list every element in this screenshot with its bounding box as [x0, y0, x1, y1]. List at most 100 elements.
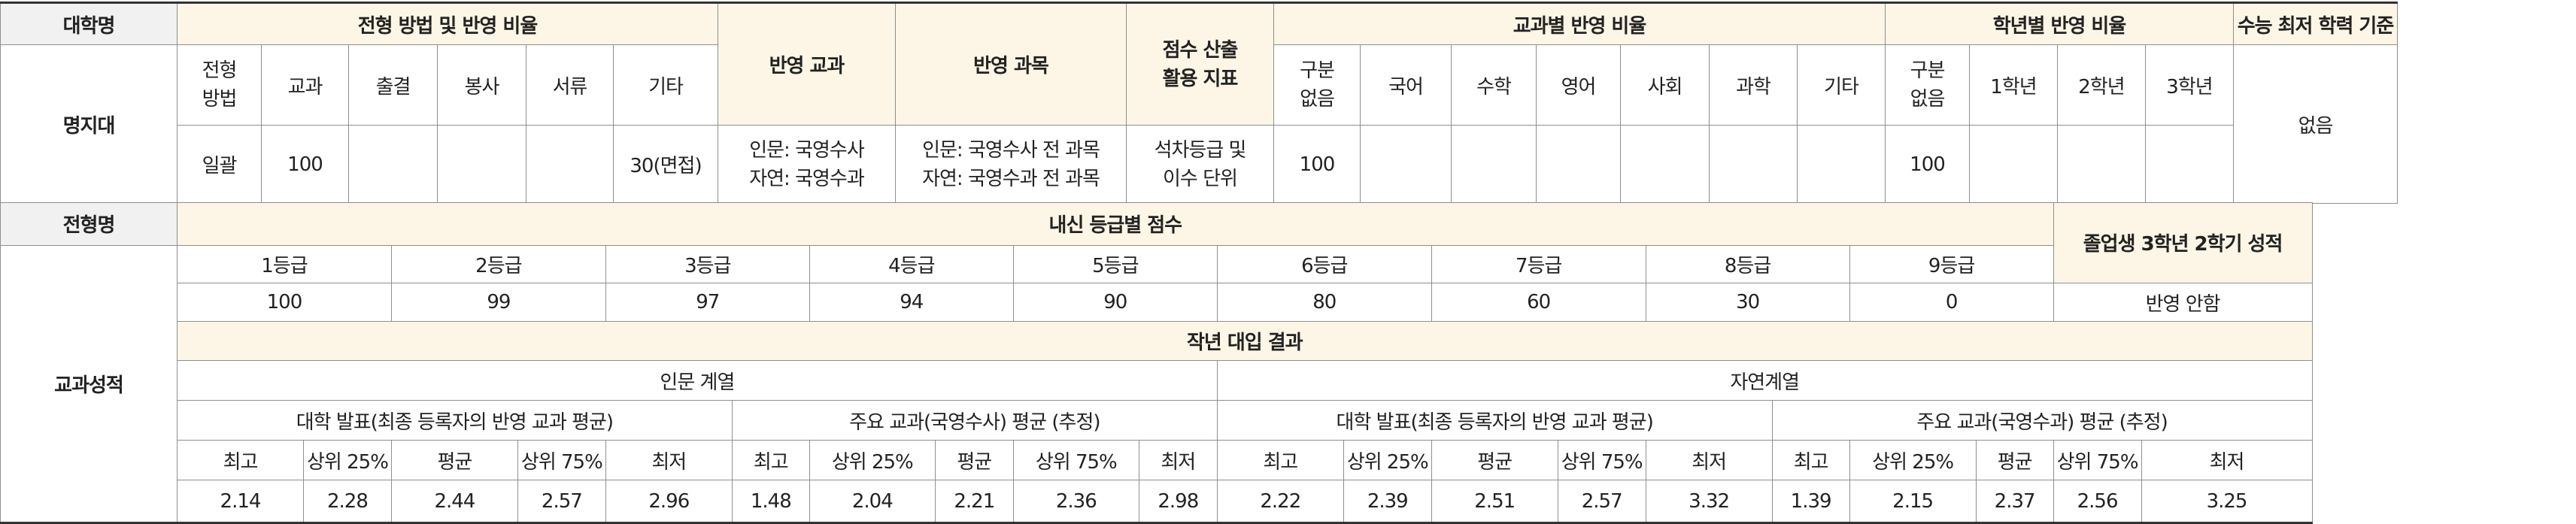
stat-value: 2.44 [390, 480, 518, 523]
grade-value [2145, 125, 2234, 204]
method-col: 출결 [348, 44, 438, 126]
grade-score: 60 [1431, 282, 1646, 323]
school-name: 명지대 [0, 44, 177, 204]
courses-value: 인문: 국영수사 전 과목 자연: 국영수과 전 과목 [895, 125, 1127, 204]
stat-value: 2.51 [1431, 480, 1558, 523]
grade-level: 9등급 [1849, 244, 2054, 283]
grade-value [2057, 125, 2146, 204]
stat-value: 2.39 [1343, 480, 1432, 523]
stat-col: 상위 75% [517, 439, 606, 481]
grade-value [1969, 125, 2058, 204]
stat-col: 평균 [934, 439, 1014, 481]
stat-value: 2.56 [2053, 480, 2142, 523]
ratio-col: 사회 [1620, 44, 1710, 126]
method-value [437, 125, 526, 204]
result-header: 작년 대입 결과 [177, 321, 2313, 361]
ratio-value [1620, 125, 1710, 204]
method-value [526, 125, 614, 204]
stat-col: 최저 [2141, 439, 2313, 481]
ratio-value [1709, 125, 1798, 204]
graduate-value: 반영 안함 [2053, 282, 2313, 323]
grade-score: 90 [1012, 282, 1218, 323]
result-group: 주요 교과(국영수사) 평균 (추정) [731, 400, 1218, 441]
ratio-value [1536, 125, 1621, 204]
ratio-col: 기타 [1797, 44, 1886, 126]
method-col: 서류 [526, 44, 614, 126]
stat-value: 2.37 [1975, 480, 2054, 523]
grade-level: 3등급 [605, 244, 810, 283]
stat-value: 2.15 [1849, 480, 1977, 523]
method-value: 일괄 [177, 125, 262, 204]
stat-col: 평균 [390, 439, 518, 481]
grade-col: 구분 없음 [1885, 44, 1970, 126]
grade-col: 3학년 [2145, 44, 2234, 126]
type-header: 전형명 [0, 202, 177, 246]
stat-value: 2.28 [303, 480, 392, 523]
stat-col: 평균 [1431, 439, 1558, 481]
grade-level: 7등급 [1431, 244, 1646, 283]
subject-ratio-header: 교과별 반영 비율 [1273, 2, 1886, 45]
stat-value: 2.22 [1216, 480, 1344, 523]
grade-col: 1학년 [1969, 44, 2058, 126]
grade-level: 5등급 [1012, 244, 1218, 283]
stat-col: 최고 [177, 439, 304, 481]
index-value: 석차등급 및 이수 단위 [1126, 125, 1274, 204]
result-group: 주요 교과(국영수과) 평균 (추정) [1771, 400, 2313, 441]
ratio-col: 수학 [1451, 44, 1537, 126]
ratio-value [1360, 125, 1452, 204]
stat-col: 최고 [1216, 439, 1344, 481]
method-col: 봉사 [437, 44, 526, 126]
grade-score: 30 [1645, 282, 1850, 323]
method-value: 100 [261, 125, 349, 204]
stat-col: 상위 25% [1343, 439, 1432, 481]
method-col: 기타 [613, 44, 718, 126]
grade-level: 2등급 [390, 244, 606, 283]
method-value [348, 125, 438, 204]
admission-result-table: 전형명 내신 등급별 점수 졸업생 3학년 2학기 성적 교과성적 1등급 2등… [0, 202, 2313, 524]
stat-value-row: 2.14 2.28 2.44 2.57 2.96 1.48 2.04 2.21 … [1, 480, 2313, 523]
stat-value: 2.96 [605, 480, 733, 523]
graduate-header: 졸업생 3학년 2학기 성적 [2053, 202, 2313, 283]
courses-header: 반영 과목 [895, 2, 1127, 126]
science-label: 자연계열 [1216, 359, 2313, 401]
stat-value: 2.57 [517, 480, 606, 523]
stat-col: 최저 [1138, 439, 1218, 481]
minimum-standard-header: 수능 최저 학력 기준 [2233, 2, 2398, 45]
grade-score: 99 [390, 282, 606, 323]
stat-col: 최저 [1645, 439, 1773, 481]
stat-col: 최고 [731, 439, 810, 481]
grade-score: 94 [809, 282, 1014, 323]
grade-value: 100 [1885, 125, 1970, 204]
school-header: 대학명 [0, 2, 177, 45]
grade-level: 8등급 [1645, 244, 1850, 283]
grade-score-header: 내신 등급별 점수 [177, 202, 2054, 246]
method-value: 30(면접) [613, 125, 718, 204]
grade-score: 80 [1216, 282, 1432, 323]
grade-col: 2학년 [2057, 44, 2146, 126]
ratio-value [1451, 125, 1537, 204]
grade-score: 0 [1849, 282, 2054, 323]
ratio-col: 구분 없음 [1273, 44, 1361, 126]
subject-header: 반영 교과 [718, 2, 896, 126]
ratio-col: 과학 [1709, 44, 1798, 126]
stat-col: 평균 [1975, 439, 2054, 481]
grade-ratio-header: 학년별 반영 비율 [1885, 2, 2234, 45]
ratio-value [1797, 125, 1886, 204]
result-group: 대학 발표(최종 등록자의 반영 교과 평균) [1216, 400, 1773, 441]
stat-value: 2.14 [177, 480, 304, 523]
grade-score: 97 [605, 282, 810, 323]
stat-col: 최고 [1771, 439, 1850, 481]
stat-value: 1.39 [1771, 480, 1850, 523]
stat-value: 2.21 [934, 480, 1014, 523]
stat-col: 상위 25% [809, 439, 936, 481]
index-header: 점수 산출 활용 지표 [1126, 2, 1274, 126]
stat-col: 상위 75% [2053, 439, 2142, 481]
stat-col: 상위 75% [1012, 439, 1139, 481]
ratio-col: 영어 [1536, 44, 1621, 126]
stat-value: 1.48 [731, 480, 810, 523]
stat-col: 상위 75% [1557, 439, 1646, 481]
method-col: 전형 방법 [177, 44, 262, 126]
stat-value: 3.32 [1645, 480, 1773, 523]
humanities-label: 인문 계열 [177, 359, 1218, 401]
